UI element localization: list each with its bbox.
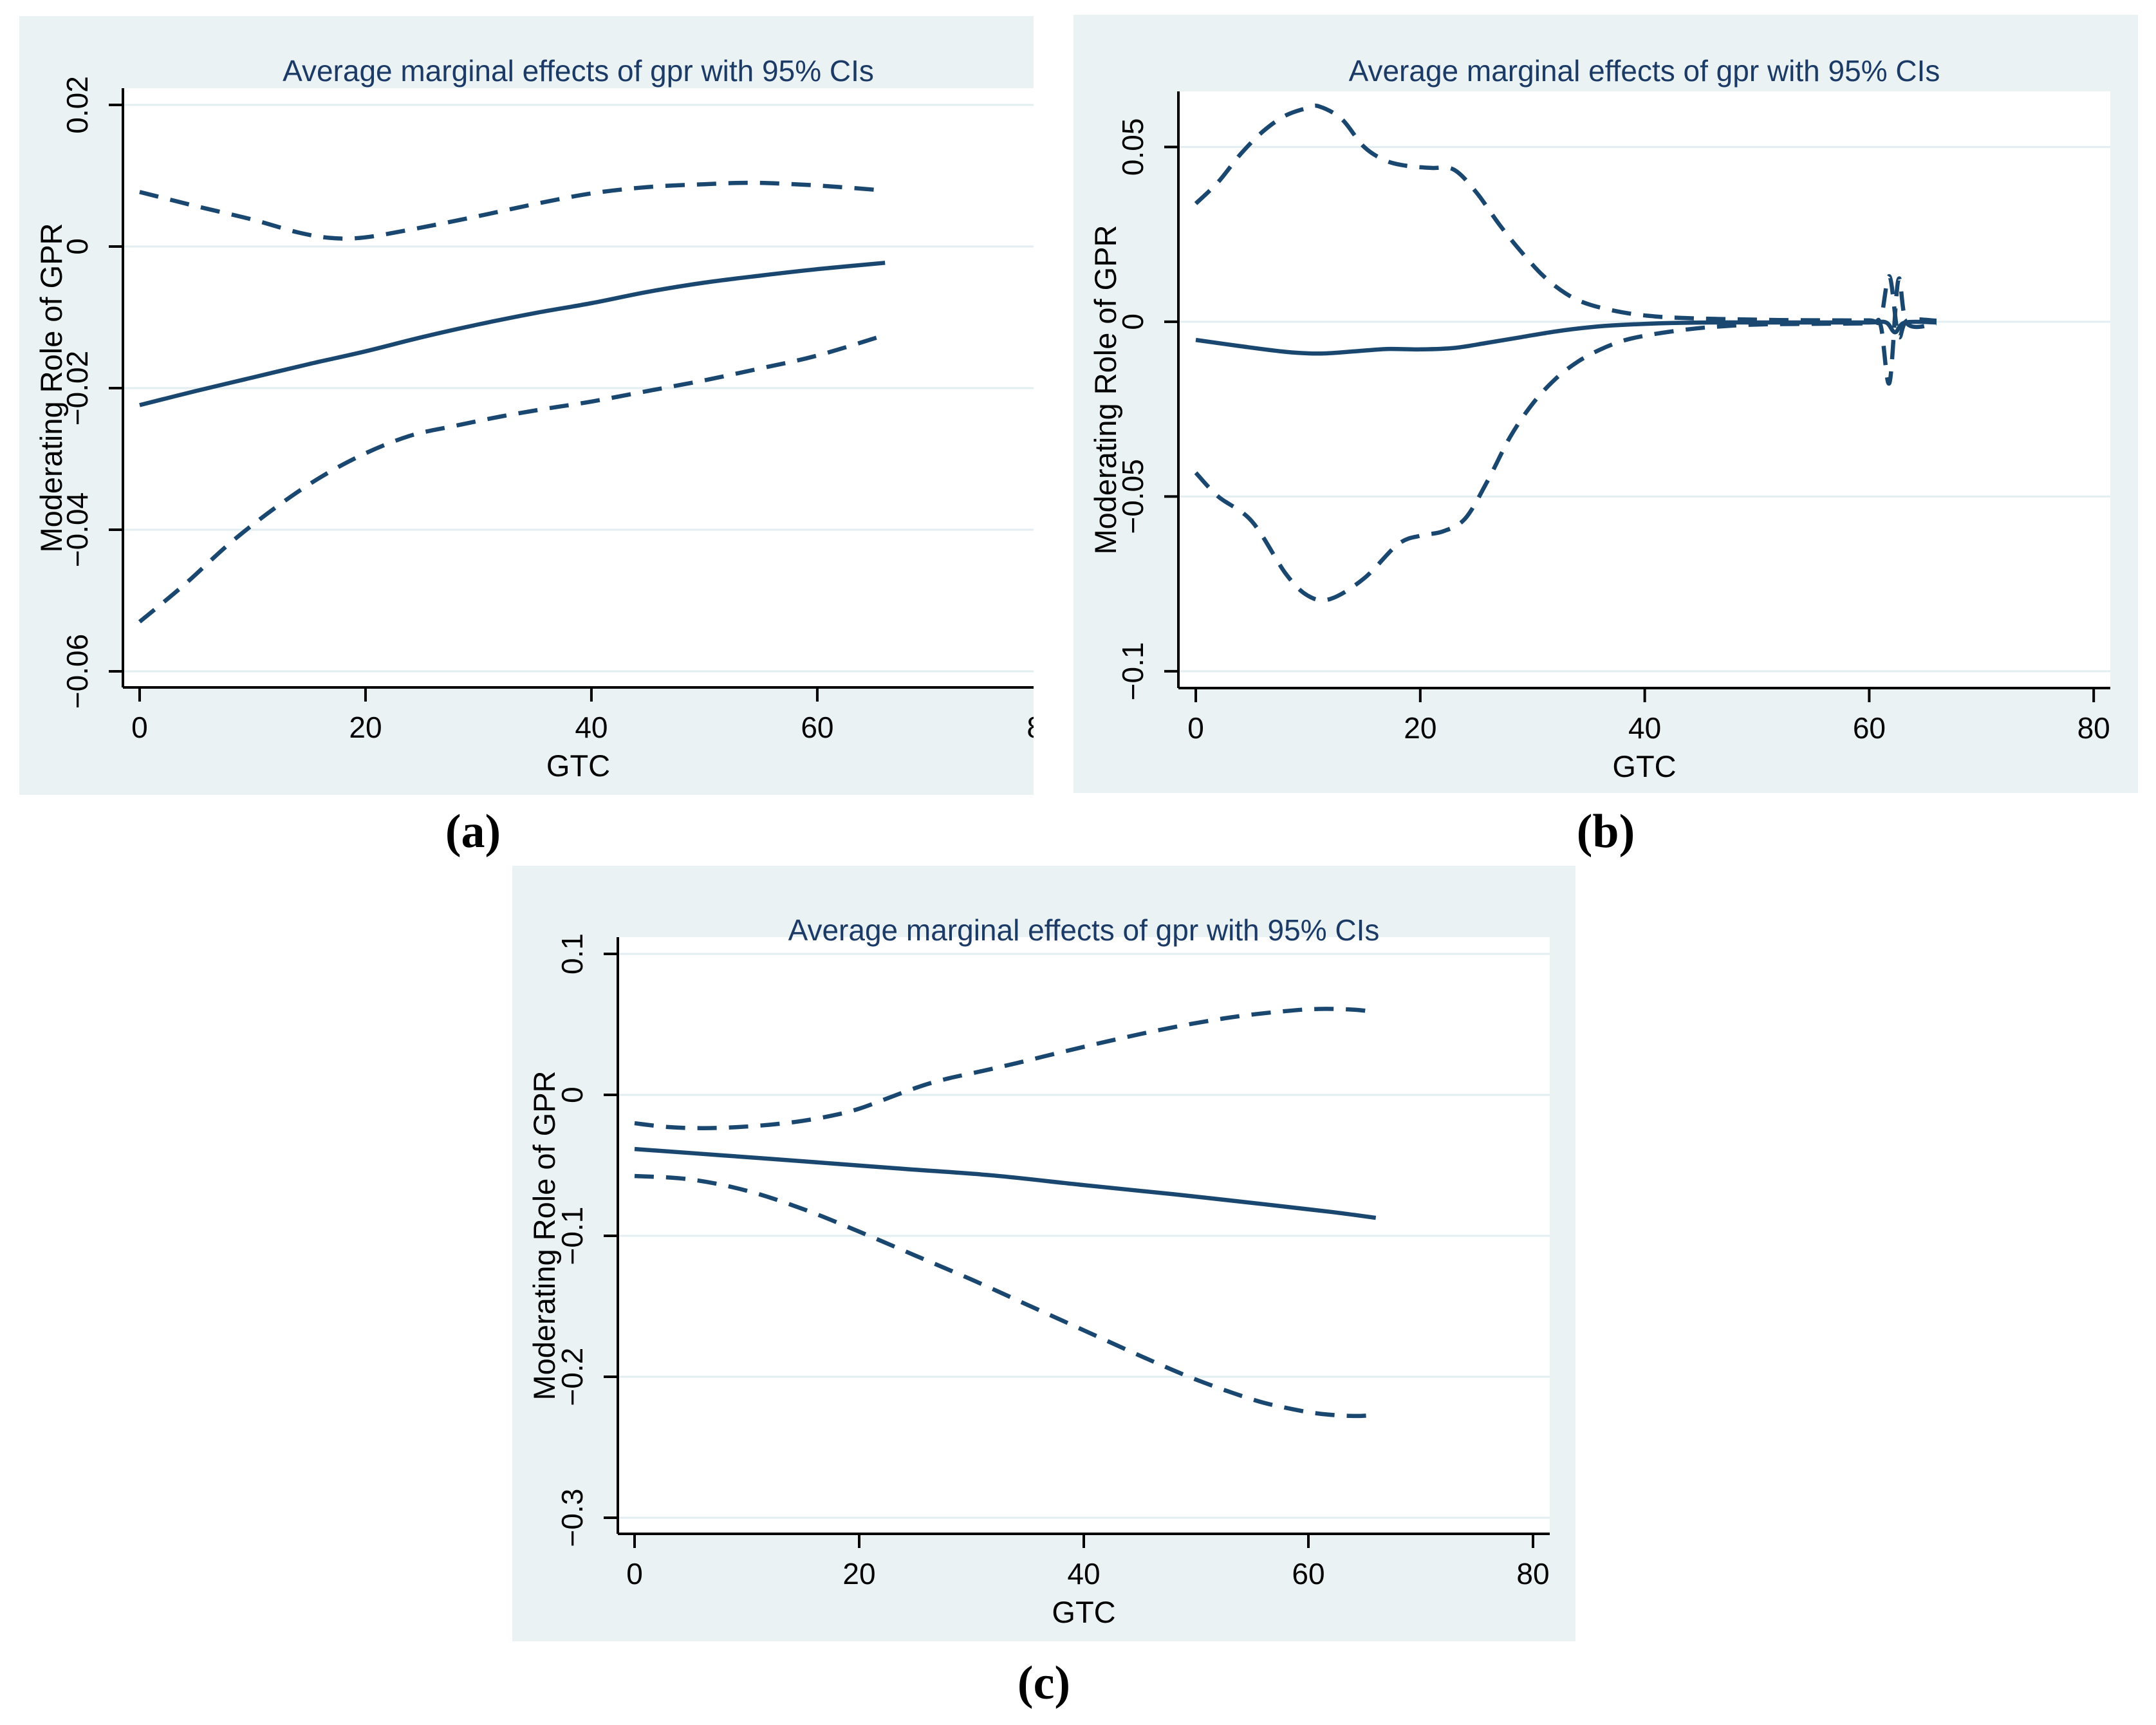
series-ci-upper	[1194, 103, 1937, 340]
chart-c-svg: 0.1 0 −0.1 −0.2 −0.3 0 20 40 60 80 GTC Moderating R…	[527, 913, 1550, 1629]
y-tick-label: 0	[555, 1086, 589, 1103]
y-tick-label: −0.1	[1116, 642, 1149, 701]
plot-background	[1178, 91, 2110, 688]
series-ci-lower	[138, 333, 886, 624]
chart-panel-b: 0.05 0 −0.05 −0.1 0 20 40 60 80 GTC Moderating Rol…	[1073, 15, 2138, 793]
series-marginal-effect	[634, 1146, 1377, 1220]
x-axis-title: GTC	[1052, 1595, 1115, 1629]
y-tick-label: 0.05	[1116, 118, 1149, 176]
series-marginal-effect	[139, 261, 886, 407]
subfigure-caption-c: (c)	[1017, 1657, 1071, 1710]
chart-title: Average marginal effects of gpr with 95%…	[1349, 54, 1940, 88]
x-tick-label: 80	[2077, 711, 2110, 745]
x-axis-title: GTC	[1612, 749, 1676, 783]
chart-panel-a: 0.02 0 −0.02 −0.04 −0.06 0 20 40 60 80 GTC Moderati…	[19, 16, 1034, 795]
y-tick-label: 0.1	[555, 933, 589, 974]
x-axis-title: GTC	[546, 749, 610, 783]
y-tick-label: −0.06	[60, 634, 94, 709]
chart-title: Average marginal effects of gpr with 95%…	[788, 913, 1380, 947]
x-tick-label: 0	[131, 711, 148, 744]
y-tick-label: 0	[60, 238, 94, 255]
series-ci-lower	[1194, 276, 1937, 602]
chart-panel-c: 0.1 0 −0.1 −0.2 −0.3 0 20 40 60 80 GTC Moderating R…	[512, 866, 1575, 1641]
subfigure-caption-a: (a)	[445, 805, 501, 858]
x-tick-label: 40	[1067, 1557, 1100, 1590]
x-tick-label: 20	[842, 1557, 875, 1590]
y-tick-label: 0	[1116, 313, 1149, 330]
y-tick-label: −0.2	[555, 1348, 589, 1406]
y-tick-label: −0.04	[60, 492, 94, 567]
y-tick-label: −0.3	[555, 1489, 589, 1547]
x-tick-label: 40	[575, 711, 608, 744]
chart-title: Average marginal effects of gpr with 95%…	[283, 54, 874, 88]
subfigure-caption-b: (b)	[1576, 805, 1635, 858]
x-tick-label: 20	[1404, 711, 1436, 745]
x-tick-label: 60	[801, 711, 833, 744]
series-ci-lower	[634, 1173, 1376, 1419]
x-tick-label: 0	[1187, 711, 1204, 745]
x-tick-label: 80	[1516, 1557, 1549, 1590]
y-tick-label: −0.05	[1116, 459, 1149, 534]
chart-b-svg: 0.05 0 −0.05 −0.1 0 20 40 60 80 GTC Moderating Rol…	[1088, 54, 2110, 783]
series-ci-upper	[139, 180, 886, 241]
series-ci-upper	[634, 1007, 1377, 1130]
y-axis-title: Moderating Role of GPR	[1088, 225, 1122, 554]
y-tick-label: 0.02	[60, 76, 94, 134]
y-axis-title: Moderating Role of GPR	[527, 1070, 561, 1400]
x-tick-label: 20	[349, 711, 382, 744]
x-tick-label: 80	[1027, 711, 1034, 744]
x-tick-label: 60	[1292, 1557, 1324, 1590]
y-tick-label: −0.1	[555, 1207, 589, 1265]
chart-a-svg: 0.02 0 −0.02 −0.04 −0.06 0 20 40 60 80 GTC Moderati…	[34, 54, 1034, 783]
x-tick-label: 60	[1853, 711, 1886, 745]
y-axis-title: Moderating Role of GPR	[34, 223, 68, 552]
x-tick-label: 0	[626, 1557, 643, 1590]
y-tick-label: −0.02	[60, 351, 94, 425]
x-tick-label: 40	[1628, 711, 1661, 745]
